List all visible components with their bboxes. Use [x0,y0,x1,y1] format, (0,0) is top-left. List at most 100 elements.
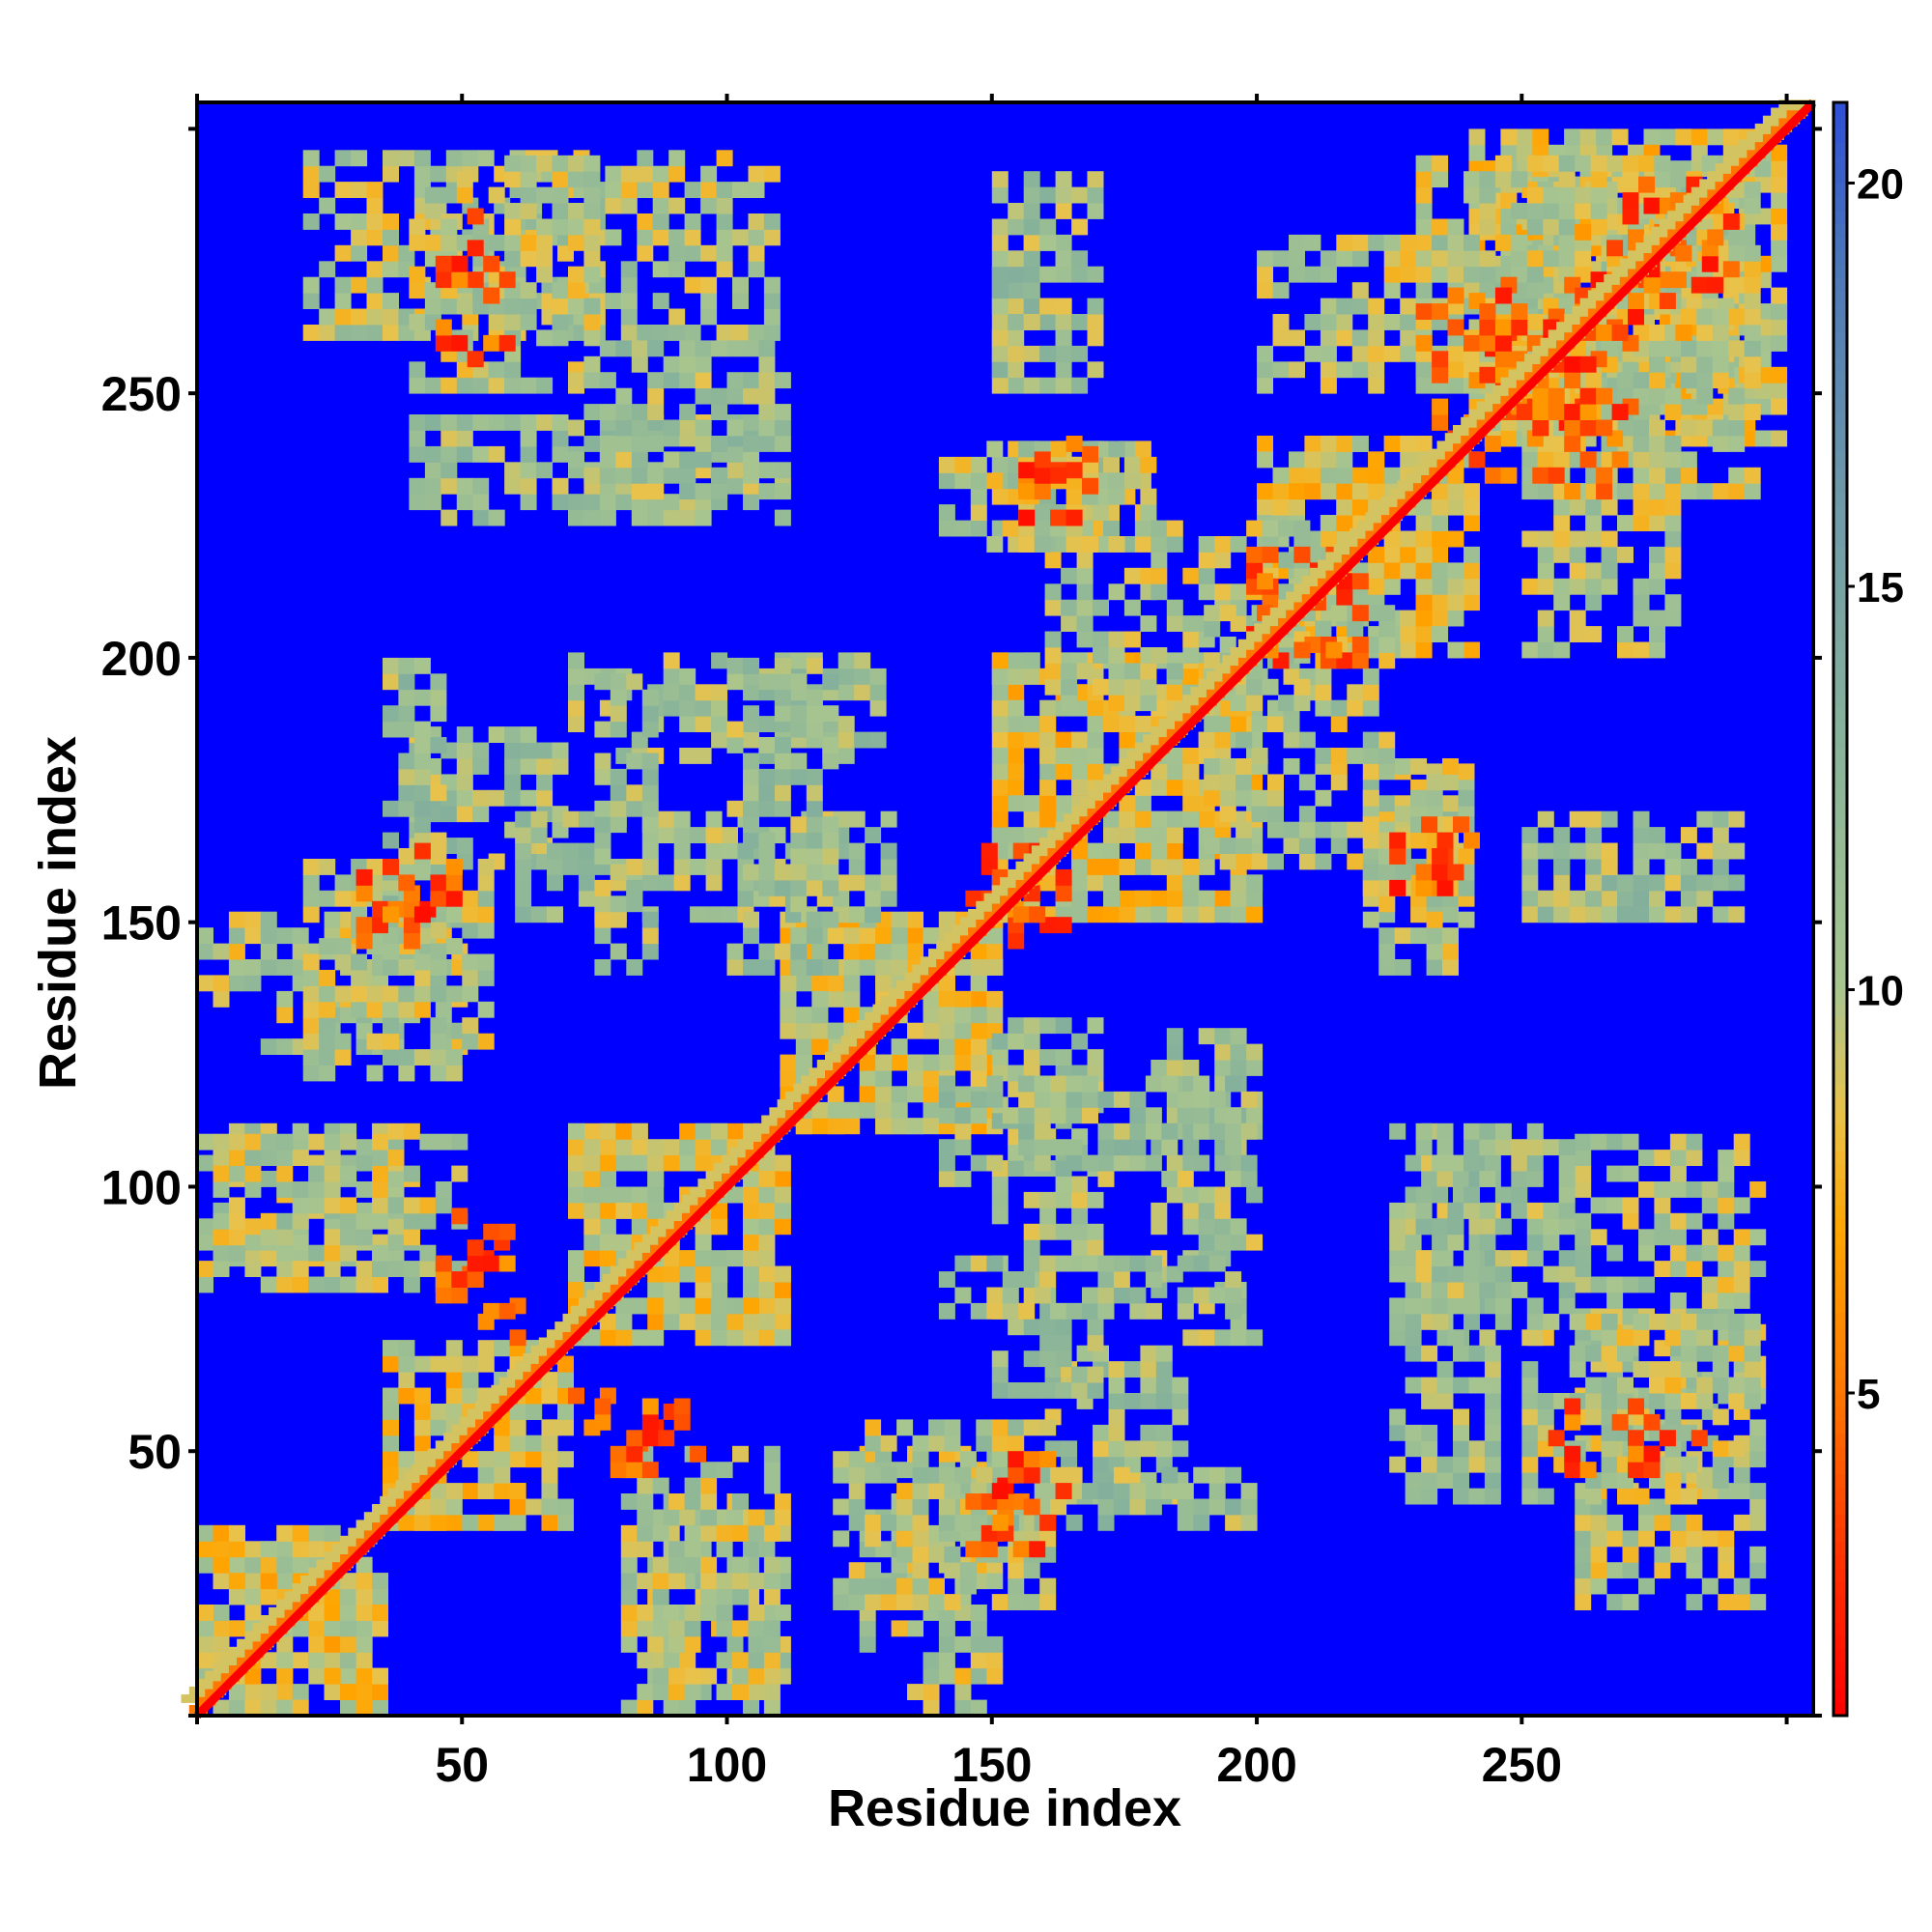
contact-cell [1749,1419,1767,1436]
contact-cell [1108,583,1125,601]
contact-cell [695,1297,712,1315]
contact-cell [711,1122,728,1140]
contact-cell [1320,467,1337,484]
contact-cell [991,1451,1009,1468]
contact-cell [419,1261,437,1277]
contact-cell [334,1033,352,1050]
contact-cell [838,731,855,749]
contact-cell [748,229,765,246]
contact-cell [413,1387,431,1405]
contact-cell [663,1605,680,1621]
contact-cell [610,816,627,834]
contact-cell [748,1620,765,1637]
contact-cell [1225,1514,1242,1531]
contact-cell [610,689,627,706]
contact-cell [1108,472,1125,490]
contact-cell [923,1086,940,1103]
contact-cell [1214,1218,1232,1236]
contact-cell [1034,1287,1051,1304]
contact-cell [991,1435,1009,1452]
contact-cell [1521,1424,1539,1441]
contact-cell [1400,546,1417,563]
contact-cell [1749,1594,1767,1610]
contact-cell [891,1118,908,1135]
contact-cell [970,1667,987,1685]
contact-cell [732,1588,749,1605]
contact-cell [1320,298,1337,315]
contact-cell [1151,1218,1168,1236]
contact-cell [1569,578,1586,595]
contact-cell [1082,536,1098,553]
contact-cell [1039,1350,1057,1368]
contact-cell [583,1250,601,1267]
contact-cell [944,1562,961,1579]
contact-cell [383,261,399,278]
contact-cell [1686,1261,1703,1277]
contact-cell [1744,1361,1761,1378]
contact-cell [1225,1171,1242,1187]
contact-cell [1039,874,1057,892]
contact-cell [1076,599,1094,616]
contact-cell [472,445,490,463]
contact-cell [647,1139,665,1156]
contact-cell [912,1577,929,1595]
contact-cell [1023,203,1040,219]
contact-cell [1336,298,1353,315]
contact-cell [1680,1313,1697,1330]
contact-cell [334,182,352,198]
contact-cell [1240,1091,1258,1108]
contact-cell [477,1001,495,1018]
contact-cell [684,1635,701,1653]
contact-cell [594,753,611,770]
contact-cell [1182,748,1200,764]
contact-cell [1728,842,1746,860]
contact-cell [1097,1139,1115,1156]
contact-cell [1368,377,1385,394]
contact-cell [626,753,643,770]
contact-cell [292,1524,309,1542]
contact-cell [1643,128,1661,146]
contact-cell [1733,1197,1750,1214]
contact-cell [811,1038,829,1055]
contact-cell [1601,1393,1618,1409]
contact-cell [413,753,431,770]
contact-cell [774,1297,791,1315]
contact-cell [1351,329,1369,347]
contact-cell [276,1684,294,1700]
contact-cell [599,1234,616,1251]
contact-cell [536,774,554,791]
contact-cell [1055,171,1072,188]
contact-cell [1219,774,1236,791]
contact-cell [1415,610,1433,627]
contact-cell [1023,1033,1040,1050]
contact-cell [520,758,537,775]
contact-cell [959,1577,977,1595]
contact-cell [520,377,537,394]
contact-cell [413,864,431,881]
contact-cell [340,1620,357,1637]
contact-cell [213,1229,230,1246]
contact-cell [763,1699,781,1717]
contact-cell [743,816,759,834]
contact-cell [1257,377,1273,394]
contact-cell [986,1154,1004,1172]
contact-cell [1669,1261,1687,1277]
contact-cell [1087,298,1104,315]
contact-cell [456,445,473,463]
contact-cell [1585,515,1603,531]
contact-cell [244,1684,262,1700]
heatmap-area [181,99,1817,1719]
contact-cell [1617,906,1634,923]
contact-cell [228,1212,245,1230]
contact-cell [430,1483,447,1499]
contact-cell [1436,1393,1454,1409]
contact-cell [372,1667,388,1685]
contact-cell [1113,1122,1130,1140]
contact-cell [1718,1197,1735,1214]
contact-cell [743,1282,759,1298]
contact-cell [1453,1440,1469,1458]
contact-cell [1771,430,1788,447]
contact-cell [440,477,458,495]
contact-cell [843,975,861,992]
contact-cell [758,1171,776,1187]
